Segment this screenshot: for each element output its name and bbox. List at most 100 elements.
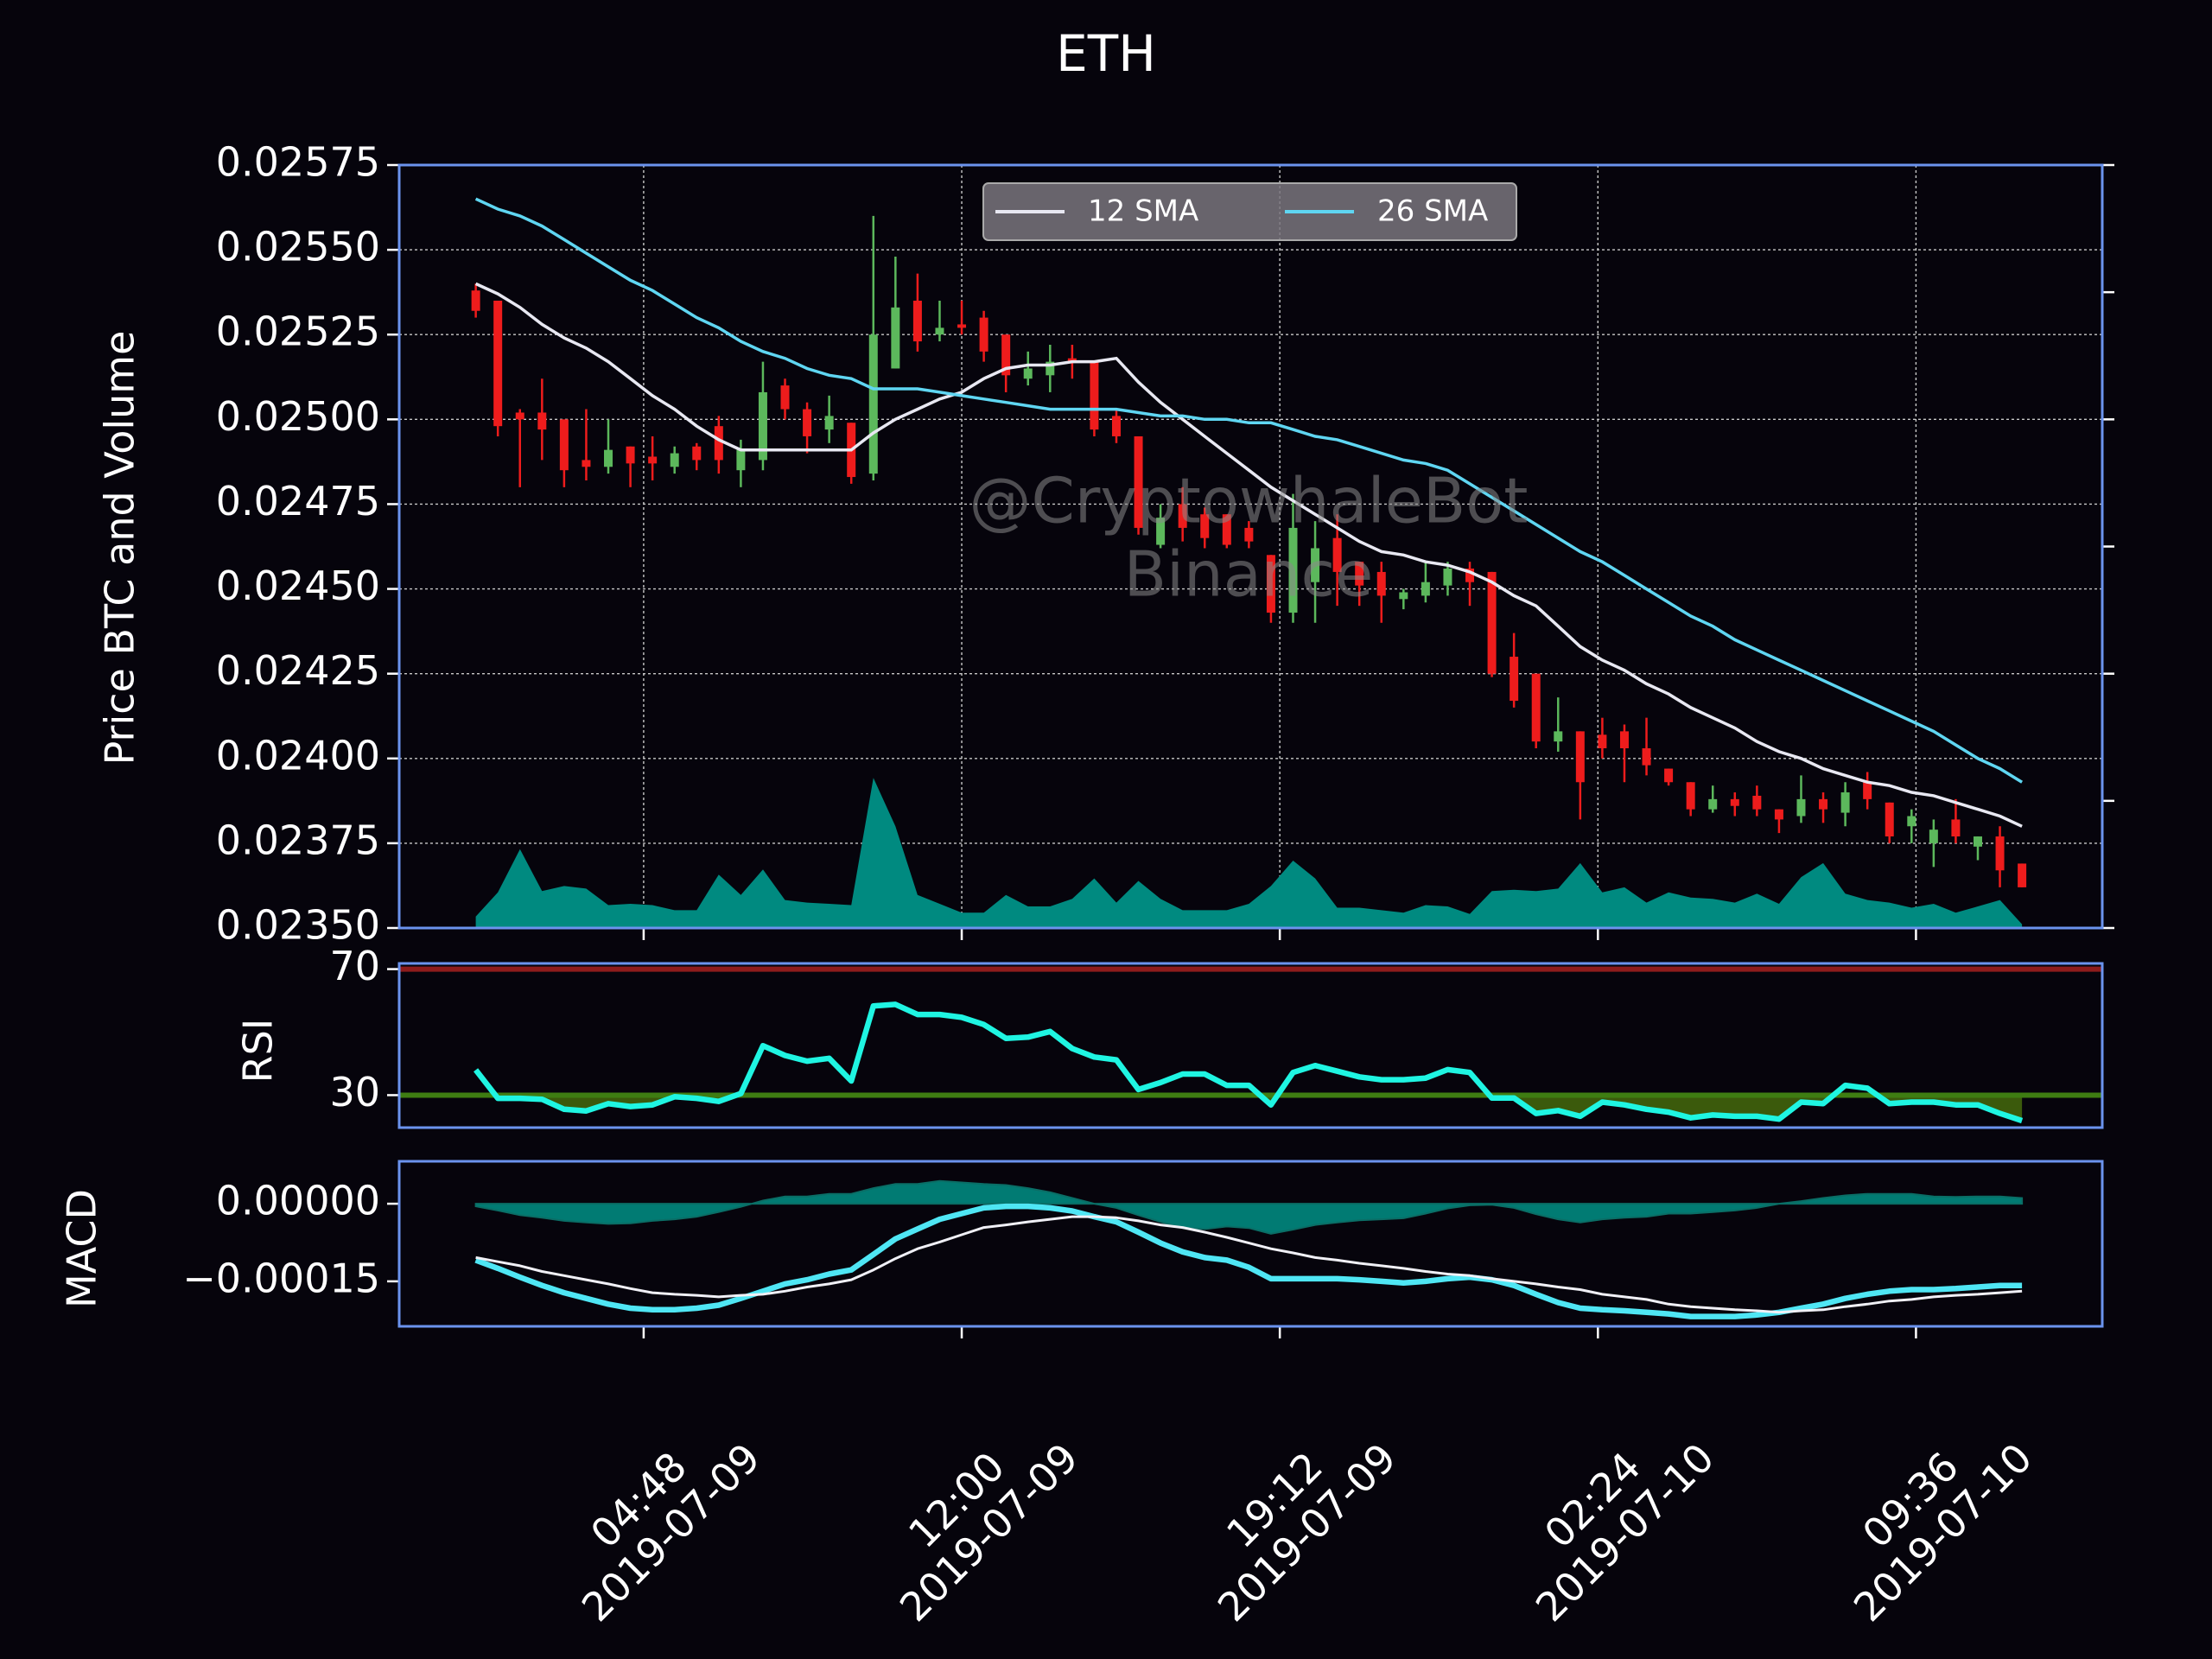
y-axis-label: MACD (59, 1189, 105, 1308)
candle-body (1554, 731, 1563, 742)
candle-body (1575, 731, 1585, 783)
candle-body (1266, 555, 1275, 613)
candle-body (1840, 792, 1850, 813)
y-tick-label: 0.02425 (216, 647, 380, 694)
candle-body (1863, 782, 1872, 799)
candle-body (780, 385, 790, 410)
indicator-line (474, 1203, 2023, 1319)
candle-body (515, 412, 524, 420)
candle-body (1487, 571, 1497, 674)
macd-histogram (474, 1179, 2024, 1235)
candle-body (1708, 798, 1718, 810)
candle-body (559, 419, 569, 471)
candle-body (2018, 863, 2027, 887)
candle-body (1951, 819, 1961, 837)
y-tick-label: 0.02525 (216, 308, 380, 355)
indicator-line (475, 1215, 2023, 1314)
y-tick-label: −0.00015 (182, 1255, 380, 1301)
candle-body (1067, 358, 1077, 362)
candle-body (1619, 731, 1629, 749)
candle-body (803, 409, 812, 436)
candle-body (1510, 657, 1519, 702)
y-axis-label: RSI (235, 1019, 282, 1084)
candle-body (824, 416, 834, 430)
y-axis-label: Price BTC and Volume (97, 331, 143, 766)
candle-body (1244, 527, 1254, 542)
candle-body (1311, 548, 1320, 582)
y-tick-label: 0.02500 (216, 393, 380, 440)
candle-body (1686, 782, 1695, 810)
panel-frame (397, 962, 2104, 1129)
panel-frame (397, 1160, 2104, 1328)
candle-body (1134, 435, 1143, 528)
candle-body (1730, 798, 1739, 806)
candle-body (1332, 537, 1342, 572)
legend-box (982, 182, 1517, 241)
candle-body (1752, 795, 1762, 810)
candle-body (736, 449, 746, 471)
candle-body (1376, 571, 1386, 596)
candle-body (1642, 748, 1651, 766)
candle-body (1421, 582, 1430, 596)
candle-body (1443, 569, 1452, 586)
candle-body (1023, 368, 1033, 379)
candle-body (537, 412, 547, 430)
candle-body (1598, 734, 1607, 749)
candle-body (1090, 361, 1099, 430)
candle-body (604, 449, 613, 467)
y-tick-label: 0.02400 (216, 732, 380, 779)
indicator-line (474, 1001, 2024, 1124)
candle-body (935, 327, 944, 335)
candle-body (1796, 798, 1806, 817)
candle-body (670, 453, 679, 467)
candle-body (868, 334, 878, 474)
candle-body (1288, 527, 1298, 613)
candle-body (1355, 562, 1364, 586)
candle-body (912, 300, 922, 342)
y-tick-label: 0.02475 (216, 478, 380, 524)
sma-line (474, 282, 2023, 828)
candle-body (648, 456, 658, 464)
candle-body (891, 307, 900, 369)
legend-label: 26 SMA (1377, 194, 1488, 229)
legend-label: 12 SMA (1088, 194, 1198, 229)
y-tick-label: 70 (329, 943, 380, 989)
candle-body (1995, 836, 2005, 871)
rsi-fill (475, 1095, 2023, 1121)
y-tick-label: 30 (329, 1069, 380, 1116)
candle-body (1929, 830, 1938, 843)
candle-body (1973, 836, 1982, 847)
candle-body (1111, 416, 1121, 436)
y-tick-label: 0.02575 (216, 139, 380, 186)
candle-body (626, 446, 635, 464)
candle-body (1046, 361, 1055, 376)
y-tick-label: 0.02550 (216, 224, 380, 270)
candle-body (1774, 809, 1783, 820)
candle-body (758, 391, 767, 461)
candle-body (692, 446, 702, 461)
candle-body (1001, 334, 1011, 376)
watermark: @CryptowhaleBot (969, 465, 1528, 537)
volume-area (475, 778, 2023, 928)
chart-title: ETH (1056, 24, 1156, 83)
candle-body (1200, 514, 1210, 538)
sma-line (474, 197, 2024, 784)
candle-body (714, 426, 723, 461)
candle-body (1885, 802, 1894, 837)
candle-body (1465, 569, 1475, 582)
candle-body (957, 324, 967, 328)
candle-body (1178, 504, 1187, 528)
candle-body (979, 317, 988, 352)
candle-body (1531, 673, 1541, 742)
candle-body (1222, 514, 1231, 545)
candle-body (1399, 592, 1408, 600)
candle-body (1819, 798, 1828, 810)
candle-body (1664, 768, 1674, 783)
y-tick-label: 0.00000 (216, 1178, 380, 1224)
y-tick-label: 0.02350 (216, 902, 380, 949)
y-tick-label: 0.02450 (216, 563, 380, 609)
watermark: Binance (1124, 538, 1374, 611)
panel-frame (397, 163, 2104, 930)
